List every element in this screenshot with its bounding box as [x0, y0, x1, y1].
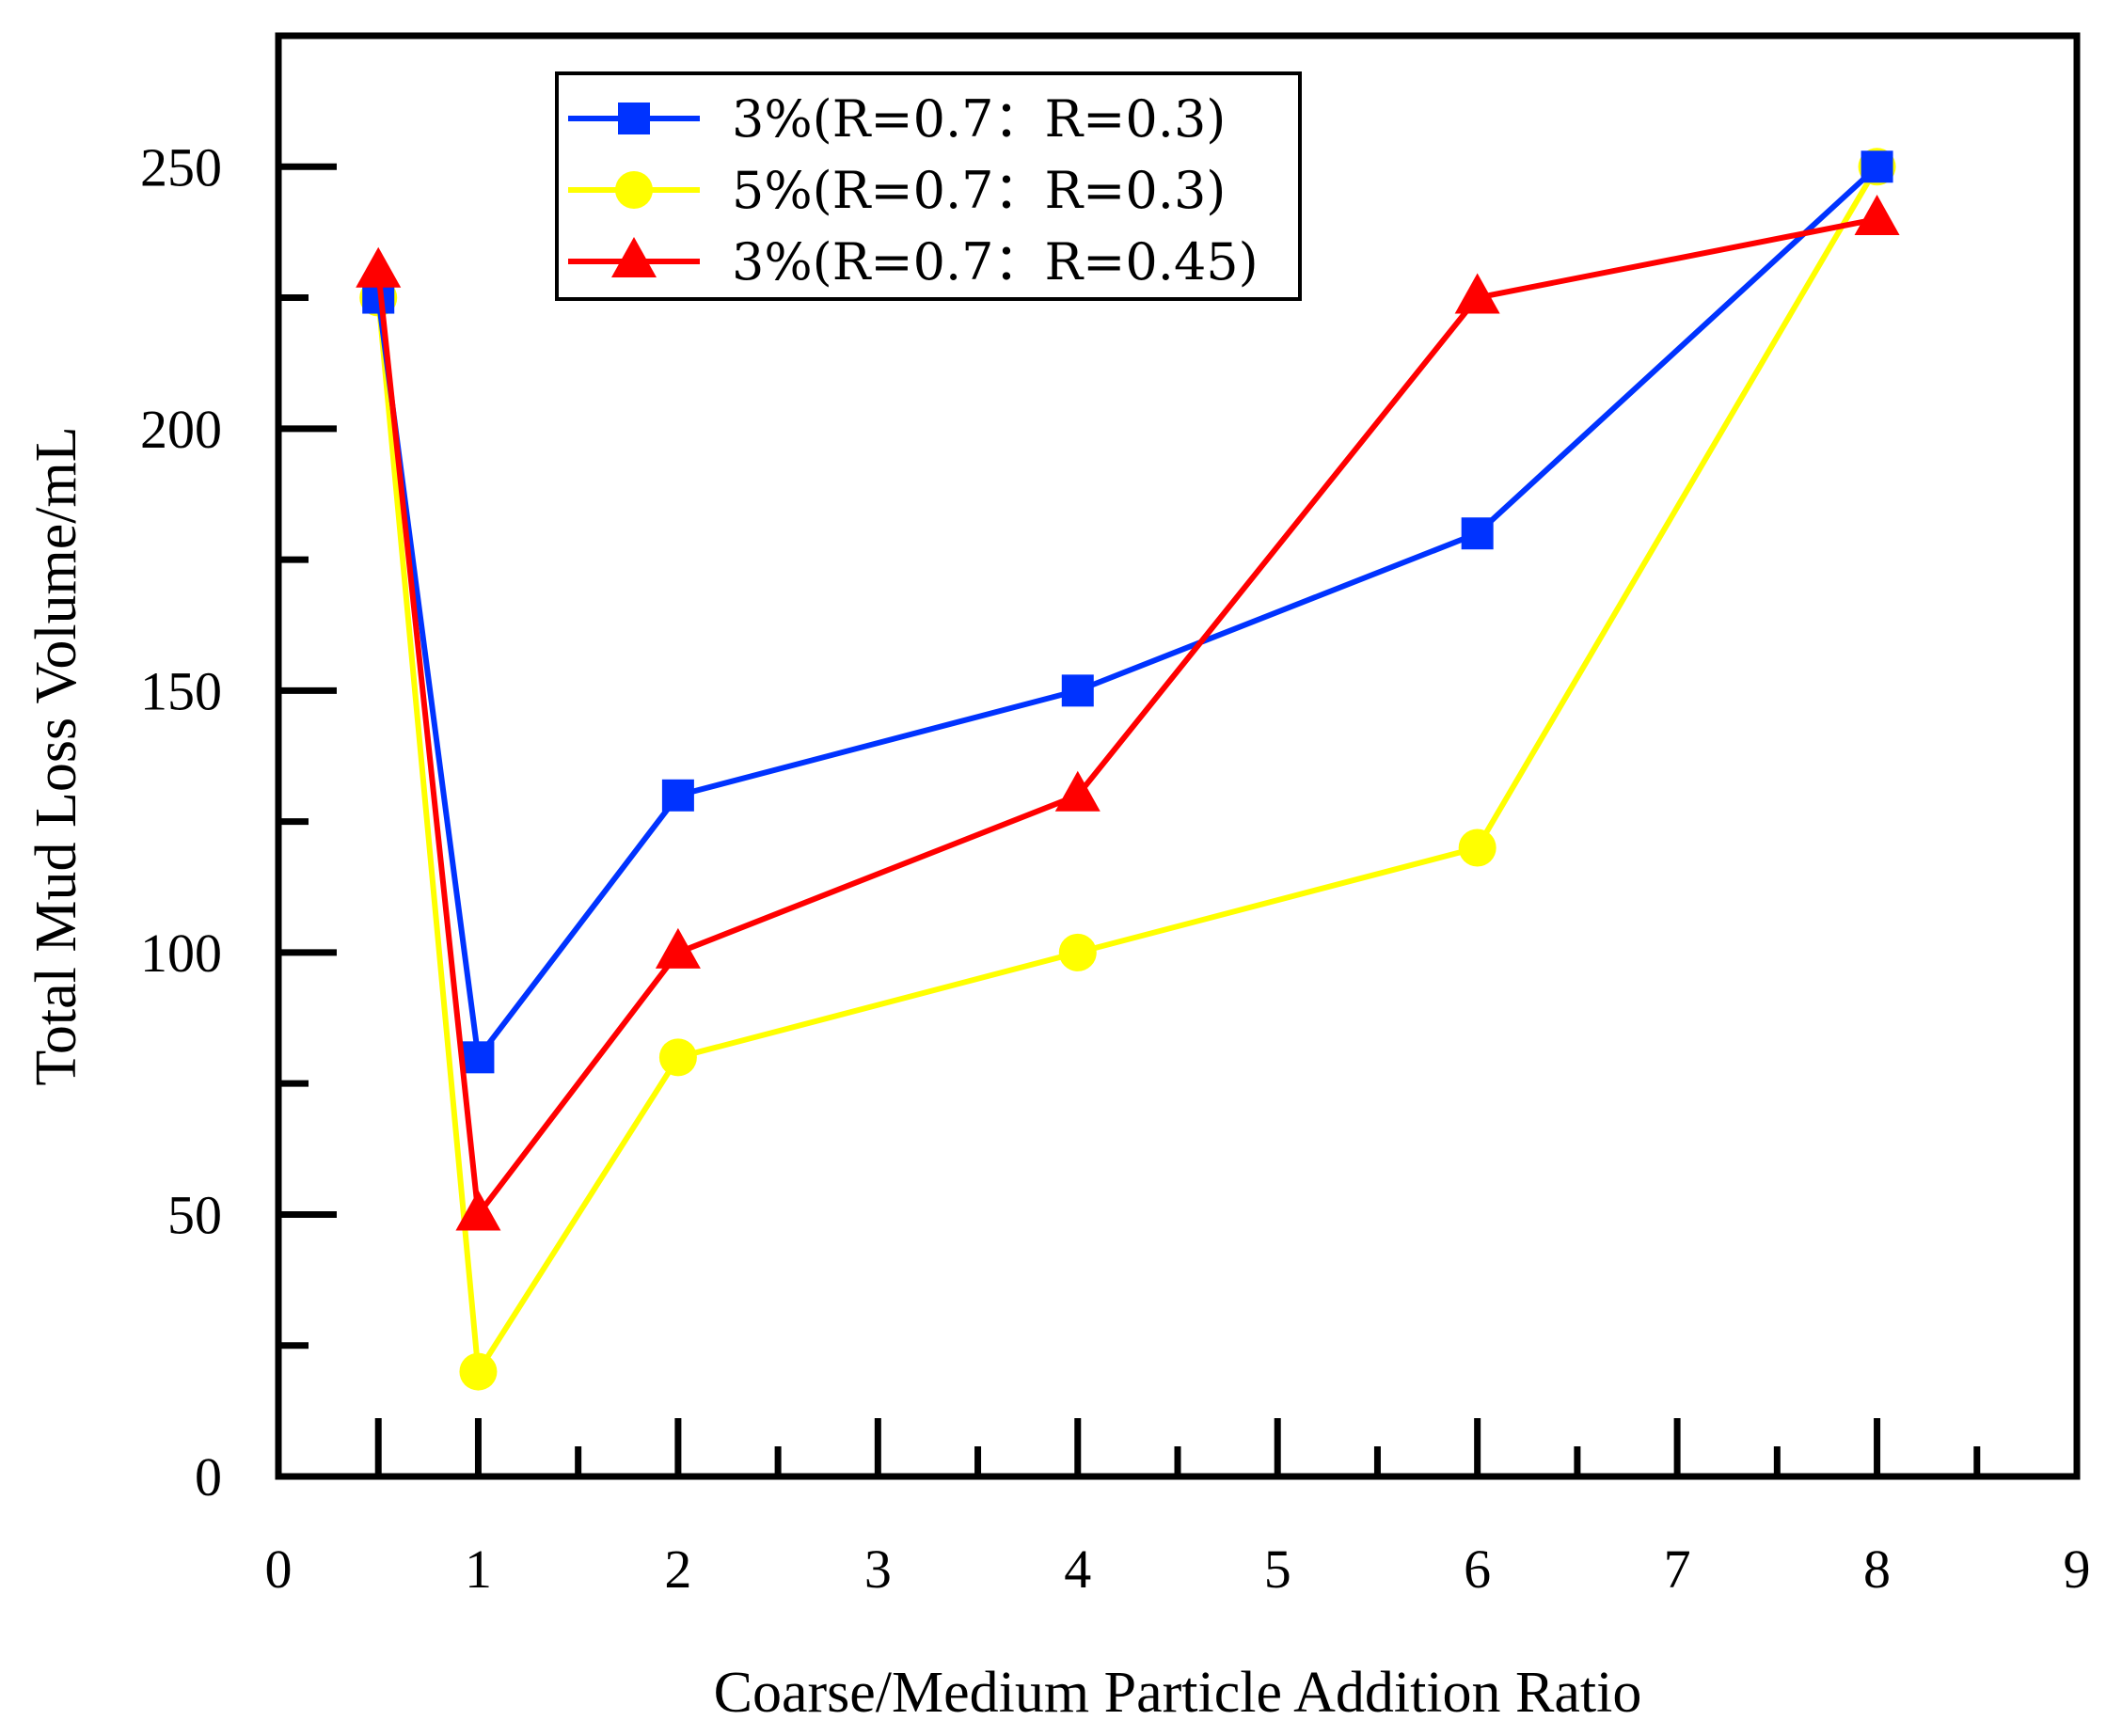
- y-tick-label: 100: [140, 923, 222, 984]
- plot-series: [356, 148, 1900, 1391]
- series-2: [359, 148, 1896, 1391]
- triangle-marker: [1454, 273, 1500, 314]
- circle-marker: [658, 1038, 697, 1077]
- y-tick-label: 200: [140, 399, 222, 460]
- x-tick-labels: 0 1 2 3 4 5 6 7 8 9: [265, 1539, 2091, 1600]
- x-axis-title: Coarse/Medium Particle Addition Ratio: [714, 1661, 1642, 1725]
- circle-marker: [1058, 933, 1097, 971]
- legend-item: 5%(R=0.7：R=0.3): [568, 161, 1226, 220]
- plot-frame: [275, 32, 2081, 1480]
- circle-marker: [1458, 829, 1496, 867]
- triangle-marker: [1054, 770, 1101, 812]
- y-tick-label: 150: [140, 660, 222, 721]
- triangle-marker: [356, 246, 402, 288]
- x-tick-label: 1: [465, 1539, 492, 1600]
- square-marker: [661, 779, 694, 812]
- triangle-marker: [655, 927, 701, 969]
- circle-marker: [615, 171, 653, 209]
- legend: 3%(R=0.7：R=0.3) 5%(R=0.7：R=0.3) 3%(R=0.7：R…: [555, 71, 1302, 301]
- y-tick-label: 50: [167, 1184, 222, 1245]
- triangle-marker: [611, 237, 657, 277]
- square-marker: [618, 103, 650, 134]
- square-marker: [1461, 517, 1494, 550]
- x-tick-label: 9: [2064, 1539, 2091, 1600]
- x-tick-label: 2: [664, 1539, 691, 1600]
- legend-item: 3%(R=0.7：R=0.3): [568, 89, 1226, 149]
- x-tick-label: 6: [1464, 1539, 1491, 1600]
- legend-label: 3%(R=0.7：R=0.45): [732, 232, 1259, 292]
- x-tick-label: 5: [1264, 1539, 1291, 1600]
- y-tick-label: 250: [140, 136, 222, 197]
- y-axis-title: Total Mud Loss Volume/mL: [24, 426, 88, 1085]
- square-marker: [1861, 150, 1893, 183]
- series-line: [375, 165, 1880, 1375]
- x-tick-label: 8: [1863, 1539, 1891, 1600]
- legend-label: 3%(R=0.7：R=0.3): [732, 89, 1226, 149]
- square-marker: [1061, 674, 1094, 707]
- series-line: [375, 216, 1878, 1218]
- y-tick-labels: 0 50 100 150 200 250: [140, 136, 222, 1507]
- legend-item: 3%(R=0.7：R=0.45): [568, 232, 1259, 292]
- legend-label: 5%(R=0.7：R=0.3): [732, 161, 1226, 220]
- x-tick-label: 7: [1664, 1539, 1691, 1600]
- x-tick-label: 0: [265, 1539, 293, 1600]
- y-tick-label: 0: [195, 1446, 222, 1507]
- triangle-marker: [1854, 194, 1900, 235]
- x-tick-label: 3: [864, 1539, 892, 1600]
- circle-marker: [459, 1352, 498, 1391]
- series-3: [356, 194, 1900, 1231]
- x-tick-label: 4: [1064, 1539, 1091, 1600]
- series-line: [375, 165, 1879, 1061]
- square-marker: [462, 1041, 495, 1074]
- triangle-marker: [455, 1190, 501, 1231]
